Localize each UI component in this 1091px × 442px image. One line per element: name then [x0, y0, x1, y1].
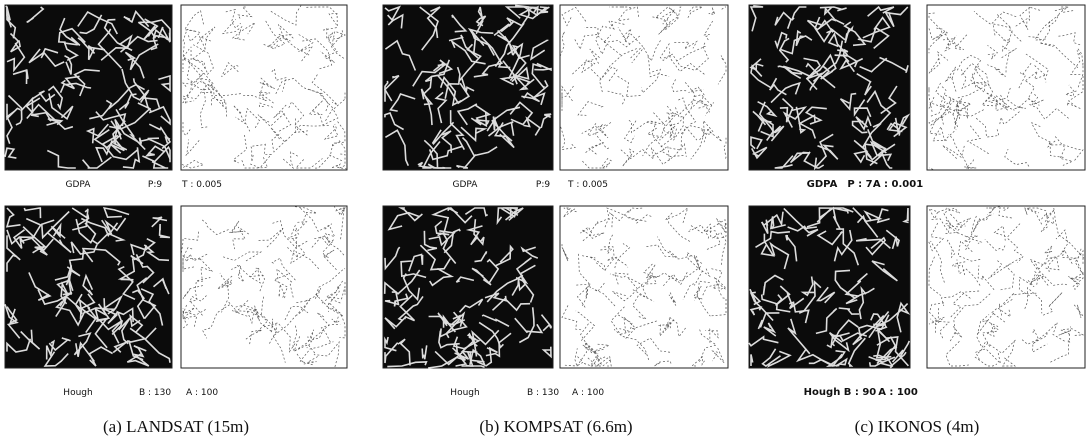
satellite-image	[383, 5, 553, 170]
image-frame	[749, 206, 910, 368]
parameter-label: B : 90	[844, 387, 877, 398]
image-frame	[927, 206, 1085, 368]
extracted-road-image	[560, 206, 728, 368]
parameter-label: T : 0.005	[567, 180, 608, 190]
image-frame	[181, 5, 347, 170]
parameter-label: P:9	[536, 180, 550, 190]
parameter-label: T : 0.005	[181, 180, 222, 190]
parameter-label: A : 100	[878, 387, 918, 398]
extracted-road-image	[181, 206, 347, 368]
image-frame	[749, 5, 910, 170]
satellite-image	[5, 5, 172, 170]
parameter-label: B : 130	[527, 388, 559, 398]
satellite-image	[749, 5, 910, 170]
extracted-road-image	[181, 5, 347, 170]
parameter-label: GDPA	[807, 179, 838, 190]
parameter-label: P:9	[148, 180, 162, 190]
parameter-label: A : 100	[186, 388, 218, 398]
parameter-label: A : 100	[572, 388, 604, 398]
image-frame	[5, 206, 172, 368]
parameter-label: Hough	[804, 387, 841, 398]
parameter-label: GDPA	[453, 180, 479, 190]
panel-caption: (c) IKONOS (4m)	[855, 417, 980, 436]
parameter-label: GDPA	[66, 180, 92, 190]
extracted-road-image	[560, 5, 728, 170]
image-frame	[560, 5, 728, 170]
panel-caption: (b) KOMPSAT (6.6m)	[479, 417, 632, 436]
figure: GDPA P:9 T : 0.005 Hough B : 130 A : 100 (a) L…	[0, 0, 1091, 442]
parameter-label: Hough	[63, 388, 92, 398]
satellite-image	[383, 206, 553, 368]
image-frame	[181, 206, 347, 368]
satellite-image	[749, 206, 910, 368]
satellite-image	[5, 206, 172, 368]
parameter-label: Hough	[450, 388, 479, 398]
parameter-label: B : 130	[139, 388, 171, 398]
figure-canvas: GDPA P:9 T : 0.005 Hough B : 130 A : 100 (a) L…	[0, 0, 1091, 442]
parameter-label: P : 7	[847, 179, 872, 190]
image-frame	[927, 5, 1085, 170]
extracted-road-image	[927, 206, 1085, 368]
parameter-label: A : 0.001	[873, 179, 923, 190]
panel-caption: (a) LANDSAT (15m)	[103, 417, 249, 436]
extracted-road-image	[927, 5, 1085, 170]
